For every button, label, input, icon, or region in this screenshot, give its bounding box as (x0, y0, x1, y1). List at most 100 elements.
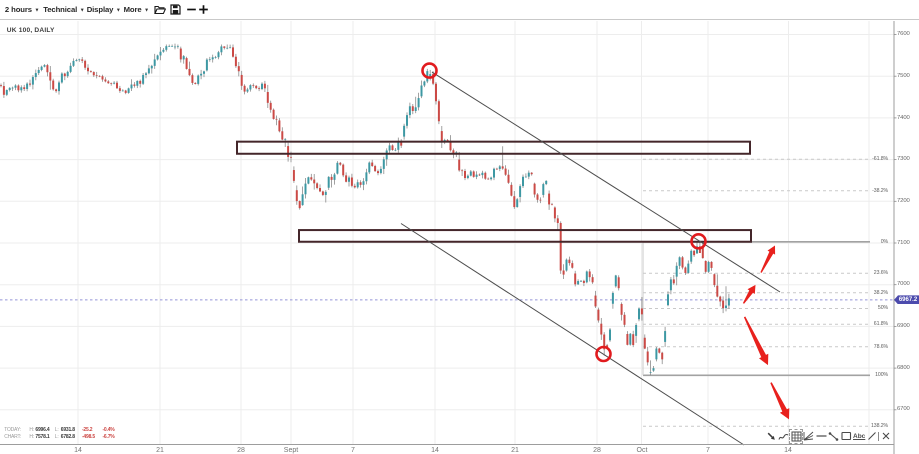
highlight-circle[interactable] (595, 345, 612, 363)
zoom-in-icon[interactable] (196, 3, 210, 17)
candle-body (14, 85, 17, 88)
zoom-out-icon[interactable] (184, 3, 198, 17)
candle-body (359, 182, 362, 185)
trendline-tool[interactable] (828, 430, 840, 443)
candle-body (725, 305, 727, 309)
highlight-circle[interactable] (690, 233, 707, 250)
candle-body (469, 171, 472, 176)
direction-arrow[interactable] (760, 245, 776, 273)
candle-body (269, 102, 272, 110)
time-axis-label: 14 (431, 446, 439, 454)
zone-box[interactable] (298, 229, 752, 243)
zone-box[interactable] (236, 140, 751, 155)
candle-body (20, 87, 23, 91)
candle-body (272, 109, 275, 119)
candle-body (185, 58, 188, 69)
candle-body (629, 333, 632, 345)
open-folder-icon[interactable] (153, 3, 167, 17)
text-tool[interactable]: Abc (853, 430, 865, 443)
candle-body (449, 140, 452, 151)
candle-body (165, 46, 168, 50)
candle-body (661, 352, 664, 360)
fib-level-label: 23.6% (873, 270, 888, 277)
price-axis-label: 6900 (897, 323, 910, 329)
candle-body (478, 174, 481, 176)
candle-body (553, 207, 556, 219)
direction-arrow[interactable] (770, 382, 790, 420)
close-tool[interactable] (880, 430, 892, 443)
candle-body (75, 60, 78, 61)
candle-body (176, 46, 179, 47)
candle-body (377, 171, 379, 174)
candle-body (719, 296, 722, 302)
direction-arrow[interactable] (743, 316, 769, 366)
candle-body (481, 172, 484, 176)
candle-body (263, 83, 266, 89)
chart-area: UK 100, DAILY 7600 7500 7400 7300 7200 7100 70… (0, 21, 919, 454)
candle-body (101, 76, 104, 80)
fibonacci-tool[interactable] (788, 428, 804, 444)
candle-body (226, 47, 229, 49)
candle-body (693, 250, 696, 256)
candle-body (205, 59, 208, 71)
candle-body (5, 90, 8, 95)
candle-body (420, 85, 423, 97)
candle-body (452, 150, 455, 154)
highlight-circle[interactable] (421, 62, 438, 79)
candle-body (142, 74, 145, 84)
price-axis-label: 7100 (897, 239, 910, 246)
candle-body (310, 177, 313, 180)
candle-body (498, 166, 501, 169)
more-menu[interactable]: More ▼ (124, 0, 149, 19)
candle-body (649, 372, 652, 373)
candle-body (89, 71, 92, 73)
candle-body (220, 46, 223, 53)
display-menu[interactable]: Display ▼ (87, 0, 121, 19)
candle-body (266, 92, 269, 103)
candle-body (603, 334, 606, 350)
candle-body (319, 187, 321, 192)
candle-body (52, 80, 55, 90)
candle-body (388, 145, 391, 151)
candle-body (17, 85, 20, 91)
candle-body (466, 175, 469, 179)
candle-body (507, 174, 510, 183)
trendline[interactable] (400, 223, 745, 446)
candle-body (156, 55, 159, 60)
diagonal-line-tool[interactable] (866, 430, 878, 443)
candle-body (394, 149, 397, 151)
more-menu-label: More (123, 5, 142, 14)
candle-body (379, 168, 382, 174)
chevron-down-icon: ▼ (79, 7, 85, 13)
candle-body (371, 162, 374, 167)
fib-level-label: 61.8% (873, 321, 888, 328)
candle-body (130, 84, 133, 89)
candle-body (2, 86, 5, 95)
stats-row-today: TODAY: H:6996.4 L: 6931.8 -25.2 -0.4% (4, 427, 115, 434)
horizontal-line-tool[interactable] (815, 430, 827, 443)
candle-body (95, 75, 98, 76)
save-icon[interactable] (169, 3, 183, 17)
trendline[interactable] (431, 71, 781, 293)
candle-body (391, 145, 394, 151)
candle-body (623, 314, 626, 325)
technical-menu[interactable]: Technical ▼ (43, 0, 84, 19)
candle-body (55, 89, 58, 92)
candle-body (249, 85, 252, 90)
pointer-tool[interactable] (765, 430, 777, 443)
fib-level-label: 50% (877, 305, 888, 312)
time-axis-label: Oct (636, 446, 648, 454)
candle-body (408, 106, 411, 116)
change-value: -25.2 (81, 427, 93, 434)
candle-body (606, 345, 609, 348)
timeframe-menu[interactable]: 2 hours ▼ (5, 0, 40, 19)
direction-arrow[interactable] (742, 284, 756, 304)
fan-lines-tool[interactable] (803, 430, 815, 443)
candle-body (150, 65, 153, 69)
freehand-tool[interactable] (778, 430, 790, 443)
rectangle-tool[interactable] (841, 430, 853, 443)
candle-body (174, 46, 176, 48)
candle-body (107, 81, 110, 84)
fib-level-label: 38.2% (873, 289, 888, 296)
